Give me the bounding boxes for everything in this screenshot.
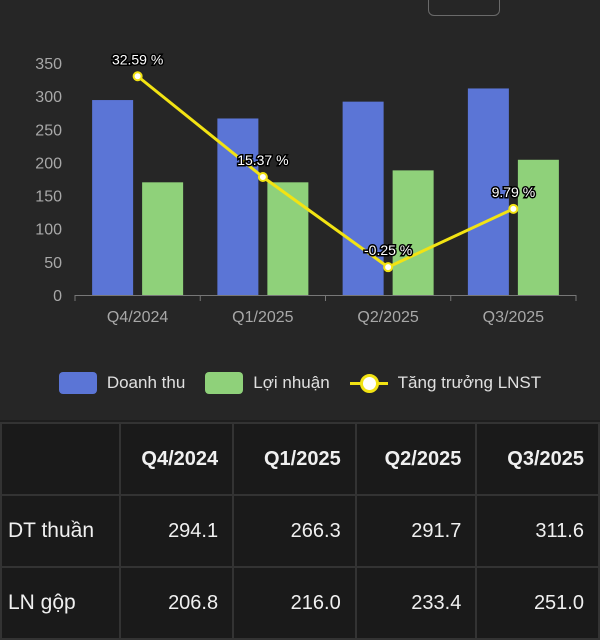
legend-label-revenue: Doanh thu <box>106 373 186 392</box>
y-tick-label: 0 <box>53 288 62 305</box>
revenue-bar <box>217 118 259 295</box>
growth-data-label: -0.25 % <box>364 242 412 258</box>
y-tick-label: 350 <box>35 56 62 73</box>
table-cell: 291.7 <box>354 494 478 568</box>
legend-swatch-profit <box>205 372 244 394</box>
x-tick-label: Q1/2025 <box>232 309 293 326</box>
column-header: Q4/2024 <box>119 422 235 496</box>
profit-bar <box>392 170 434 295</box>
column-header: Q2/2025 <box>354 422 478 496</box>
table-header-row: Q4/2024 Q1/2025 Q2/2025 Q3/2025 <box>0 422 600 496</box>
growth-point <box>383 262 394 273</box>
table-row: DT thuần 294.1 266.3 291.7 311.6 <box>0 494 600 568</box>
growth-data-label: 9.79 % <box>492 184 536 200</box>
profit-bar <box>517 159 559 295</box>
growth-point <box>132 71 143 82</box>
growth-line <box>136 75 515 269</box>
column-header: Q1/2025 <box>232 422 357 496</box>
legend-label-profit: Lợi nhuận <box>253 373 330 392</box>
legend-swatch-growth <box>349 372 388 394</box>
revenue-bar <box>467 88 509 296</box>
y-tick-label: 100 <box>35 222 62 239</box>
top-bar <box>0 0 600 24</box>
table-cell: 294.1 <box>119 494 235 568</box>
table-row: LN gộp 206.8 216.0 233.4 251.0 <box>0 566 600 640</box>
growth-data-label: 15.37 % <box>237 152 288 168</box>
growth-data-label: 32.59 % <box>112 51 163 67</box>
table-cell: 251.0 <box>475 566 600 640</box>
column-header: Q3/2025 <box>475 422 600 496</box>
revenue-bar <box>342 101 384 296</box>
legend-swatch-revenue <box>58 372 97 394</box>
y-tick-label: 250 <box>35 122 62 139</box>
legend-item-profit[interactable]: Lợi nhuận <box>205 372 330 394</box>
y-tick-label: 200 <box>35 155 62 172</box>
profit-bar <box>267 182 309 295</box>
legend-item-growth[interactable]: Tăng trưởng LNST <box>349 372 542 394</box>
table-cell: 311.6 <box>475 494 600 568</box>
table-cell: 206.8 <box>119 566 235 640</box>
y-tick-label: 50 <box>44 255 62 272</box>
x-tick-label: Q4/2024 <box>107 309 168 326</box>
row-label: LN gộp <box>0 566 122 640</box>
legend-label-growth: Tăng trưởng LNST <box>397 373 542 392</box>
table-cell: 233.4 <box>354 566 478 640</box>
y-tick-label: 300 <box>35 89 62 106</box>
growth-point <box>508 203 519 214</box>
table-corner <box>0 422 122 496</box>
financial-table: Q4/2024 Q1/2025 Q2/2025 Q3/2025 DT thuần… <box>0 422 600 640</box>
profit-bar <box>142 182 184 295</box>
legend-item-revenue[interactable]: Doanh thu <box>58 372 186 394</box>
revenue-bar <box>92 100 134 295</box>
x-tick-label: Q2/2025 <box>357 309 418 326</box>
table-cell: 266.3 <box>232 494 357 568</box>
combo-chart: 0 50 100 150 200 250 300 350 Q4/2024 Q1/2025 Q2/20… <box>35 50 577 326</box>
row-label: DT thuần <box>0 494 122 568</box>
chart-legend: Doanh thu Lợi nhuận Tăng trưởng LNST <box>0 368 600 398</box>
period-dropdown[interactable] <box>428 0 500 16</box>
growth-point <box>257 172 268 183</box>
y-tick-label: 150 <box>35 189 62 206</box>
x-tick-label: Q3/2025 <box>483 309 544 326</box>
table-cell: 216.0 <box>232 566 357 640</box>
